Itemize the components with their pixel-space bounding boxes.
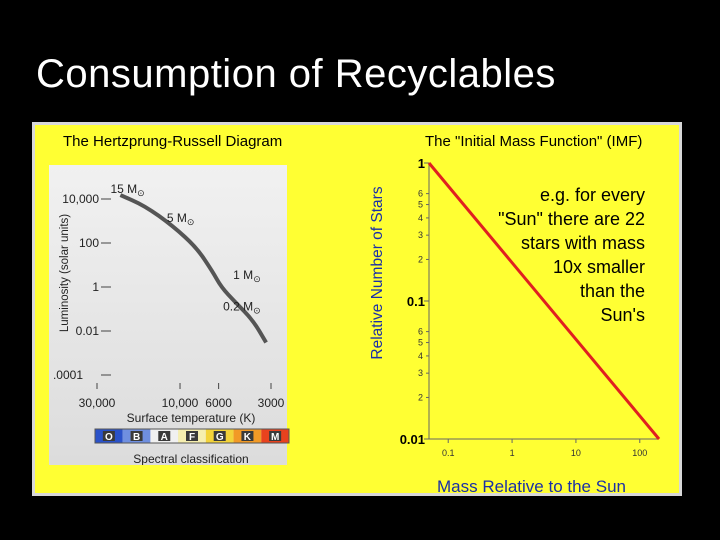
imf-x-tick-label: 100	[632, 448, 647, 458]
spectral-class-box	[241, 431, 254, 441]
hr-x-tick-label: 6000	[205, 396, 232, 410]
content-panel: The Hertzprung-Russell Diagram The "Init…	[32, 122, 682, 496]
hr-mass-label: 5 M⊙	[167, 211, 195, 227]
hr-spectral-title: Spectral classification	[133, 452, 248, 465]
hr-mass-label: 15 M⊙	[110, 182, 144, 198]
hr-x-tick-label: 30,000	[79, 396, 116, 410]
imf-x-axis-label: Mass Relative to the Sun	[437, 477, 626, 496]
imf-y-major-label: 0.1	[407, 294, 425, 309]
imf-y-axis-label: Relative Number of Stars	[369, 186, 386, 359]
imf-annotation-line: 10x smaller	[552, 257, 645, 277]
spectral-class-box	[213, 431, 226, 441]
hr-y-tick-label: 100	[79, 236, 99, 250]
imf-annotation: e.g. for every "Sun" there are 22 stars wi…	[455, 183, 645, 327]
spectral-class-label: G	[216, 432, 224, 443]
hr-mass-label: 1 M⊙	[233, 268, 261, 284]
sun-symbol: ⊙	[137, 188, 145, 198]
spectral-class-label: A	[161, 432, 168, 443]
imf-x-tick-label: 10	[571, 448, 581, 458]
imf-annotation-line: "Sun" there are 22	[498, 209, 645, 229]
hr-y-tick-label: .0001	[53, 368, 83, 382]
spectral-class-label: M	[271, 432, 279, 443]
spectral-class-label: B	[133, 432, 140, 443]
hr-y-axis-label: Luminosity (solar units)	[59, 214, 71, 332]
spectral-class-box	[130, 431, 143, 441]
imf-y-minor-label: 2	[418, 254, 423, 264]
imf-y-minor-label: 3	[418, 230, 423, 240]
hr-x-axis-label: Surface temperature (K)	[127, 411, 256, 425]
imf-y-minor-label: 3	[418, 368, 423, 378]
spectral-class-box	[102, 431, 115, 441]
imf-y-minor-label: 5	[418, 200, 423, 210]
hr-x-tick-label: 10,000	[162, 396, 199, 410]
imf-x-tick-label: 1	[510, 448, 515, 458]
sun-symbol: ⊙	[253, 274, 261, 284]
hr-diagram: Luminosity (solar units) 10,000 100 1 0.01.…	[49, 165, 290, 465]
imf-x-tick-label: 0.1	[442, 448, 455, 458]
imf-annotation-line: Sun's	[600, 305, 645, 325]
hr-diagram-title: The Hertzprung-Russell Diagram	[63, 133, 283, 150]
hr-mass-label: 0.2 M⊙	[223, 300, 261, 316]
hr-y-tick-label: 1	[92, 280, 99, 294]
hr-y-tick-label: 10,000	[62, 192, 99, 206]
imf-y-minor-label: 6	[418, 189, 423, 199]
hr-main-sequence-line	[119, 193, 268, 344]
spectral-class-box	[186, 431, 198, 441]
imf-y-minor-label: 4	[418, 351, 423, 361]
imf-y-minor-label: 2	[418, 392, 423, 402]
imf-y-minor-label: 5	[418, 338, 423, 348]
sun-symbol: ⊙	[187, 217, 195, 227]
imf-annotation-line: than the	[579, 281, 645, 301]
hr-y-tick-label: 0.01	[76, 324, 100, 338]
imf-chart: Relative Number of Stars 10.10.016543265…	[369, 156, 661, 458]
spectral-class-label: F	[189, 432, 195, 443]
imf-annotation-line: e.g. for every	[539, 185, 645, 205]
spectral-class-label: K	[244, 432, 252, 443]
imf-y-minor-label: 4	[418, 213, 423, 223]
spectral-class-label: O	[105, 432, 113, 443]
slide-title: Consumption of Recyclables	[36, 52, 556, 96]
sun-symbol: ⊙	[253, 306, 261, 316]
imf-y-major-label: 0.01	[400, 432, 425, 447]
imf-y-major-label: 1	[418, 156, 425, 171]
imf-title: The "Initial Mass Function" (IMF)	[425, 133, 643, 150]
spectral-bar-border	[94, 428, 290, 444]
imf-annotation-line: stars with mass	[520, 233, 645, 253]
imf-series-line	[427, 162, 661, 440]
spectral-class-box	[269, 431, 282, 441]
imf-y-minor-label: 6	[418, 327, 423, 337]
spectral-class-box	[158, 431, 171, 441]
hr-x-tick-label: 3000	[258, 396, 285, 410]
